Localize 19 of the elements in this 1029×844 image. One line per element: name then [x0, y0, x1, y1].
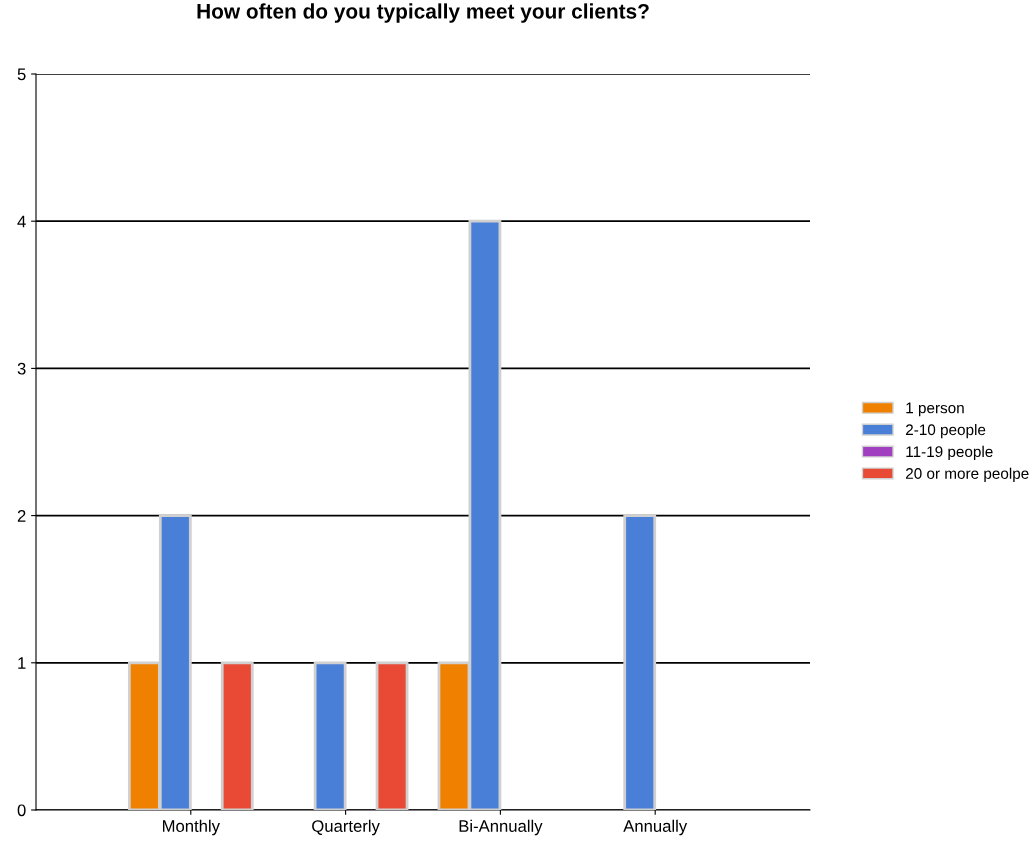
- y-tick-label: 3: [17, 362, 26, 375]
- y-tick-label: 4: [17, 215, 26, 228]
- bar: [375, 661, 409, 810]
- y-tick-label: 0: [17, 804, 26, 817]
- bar: [623, 514, 657, 810]
- y-tick-label: 5: [17, 68, 26, 81]
- chart-title: How often do you typically meet your clients?: [197, 3, 649, 23]
- bar: [313, 661, 347, 810]
- legend-label: 2-10 people: [906, 423, 986, 439]
- x-tick-label: Bi-Annually: [459, 819, 543, 836]
- bar: [220, 661, 254, 810]
- x-tick-label: Quarterly: [312, 819, 380, 836]
- y-tick-label: 2: [17, 510, 26, 522]
- x-tick-label: Annually: [623, 819, 688, 836]
- x-tick-label: Monthly: [162, 819, 220, 836]
- y-tick-label: 1: [18, 657, 26, 669]
- legend-label: 1 person: [906, 402, 964, 417]
- legend-label: 20 or more peolpe: [906, 467, 1029, 482]
- legend-label: 11-19 people: [906, 445, 993, 461]
